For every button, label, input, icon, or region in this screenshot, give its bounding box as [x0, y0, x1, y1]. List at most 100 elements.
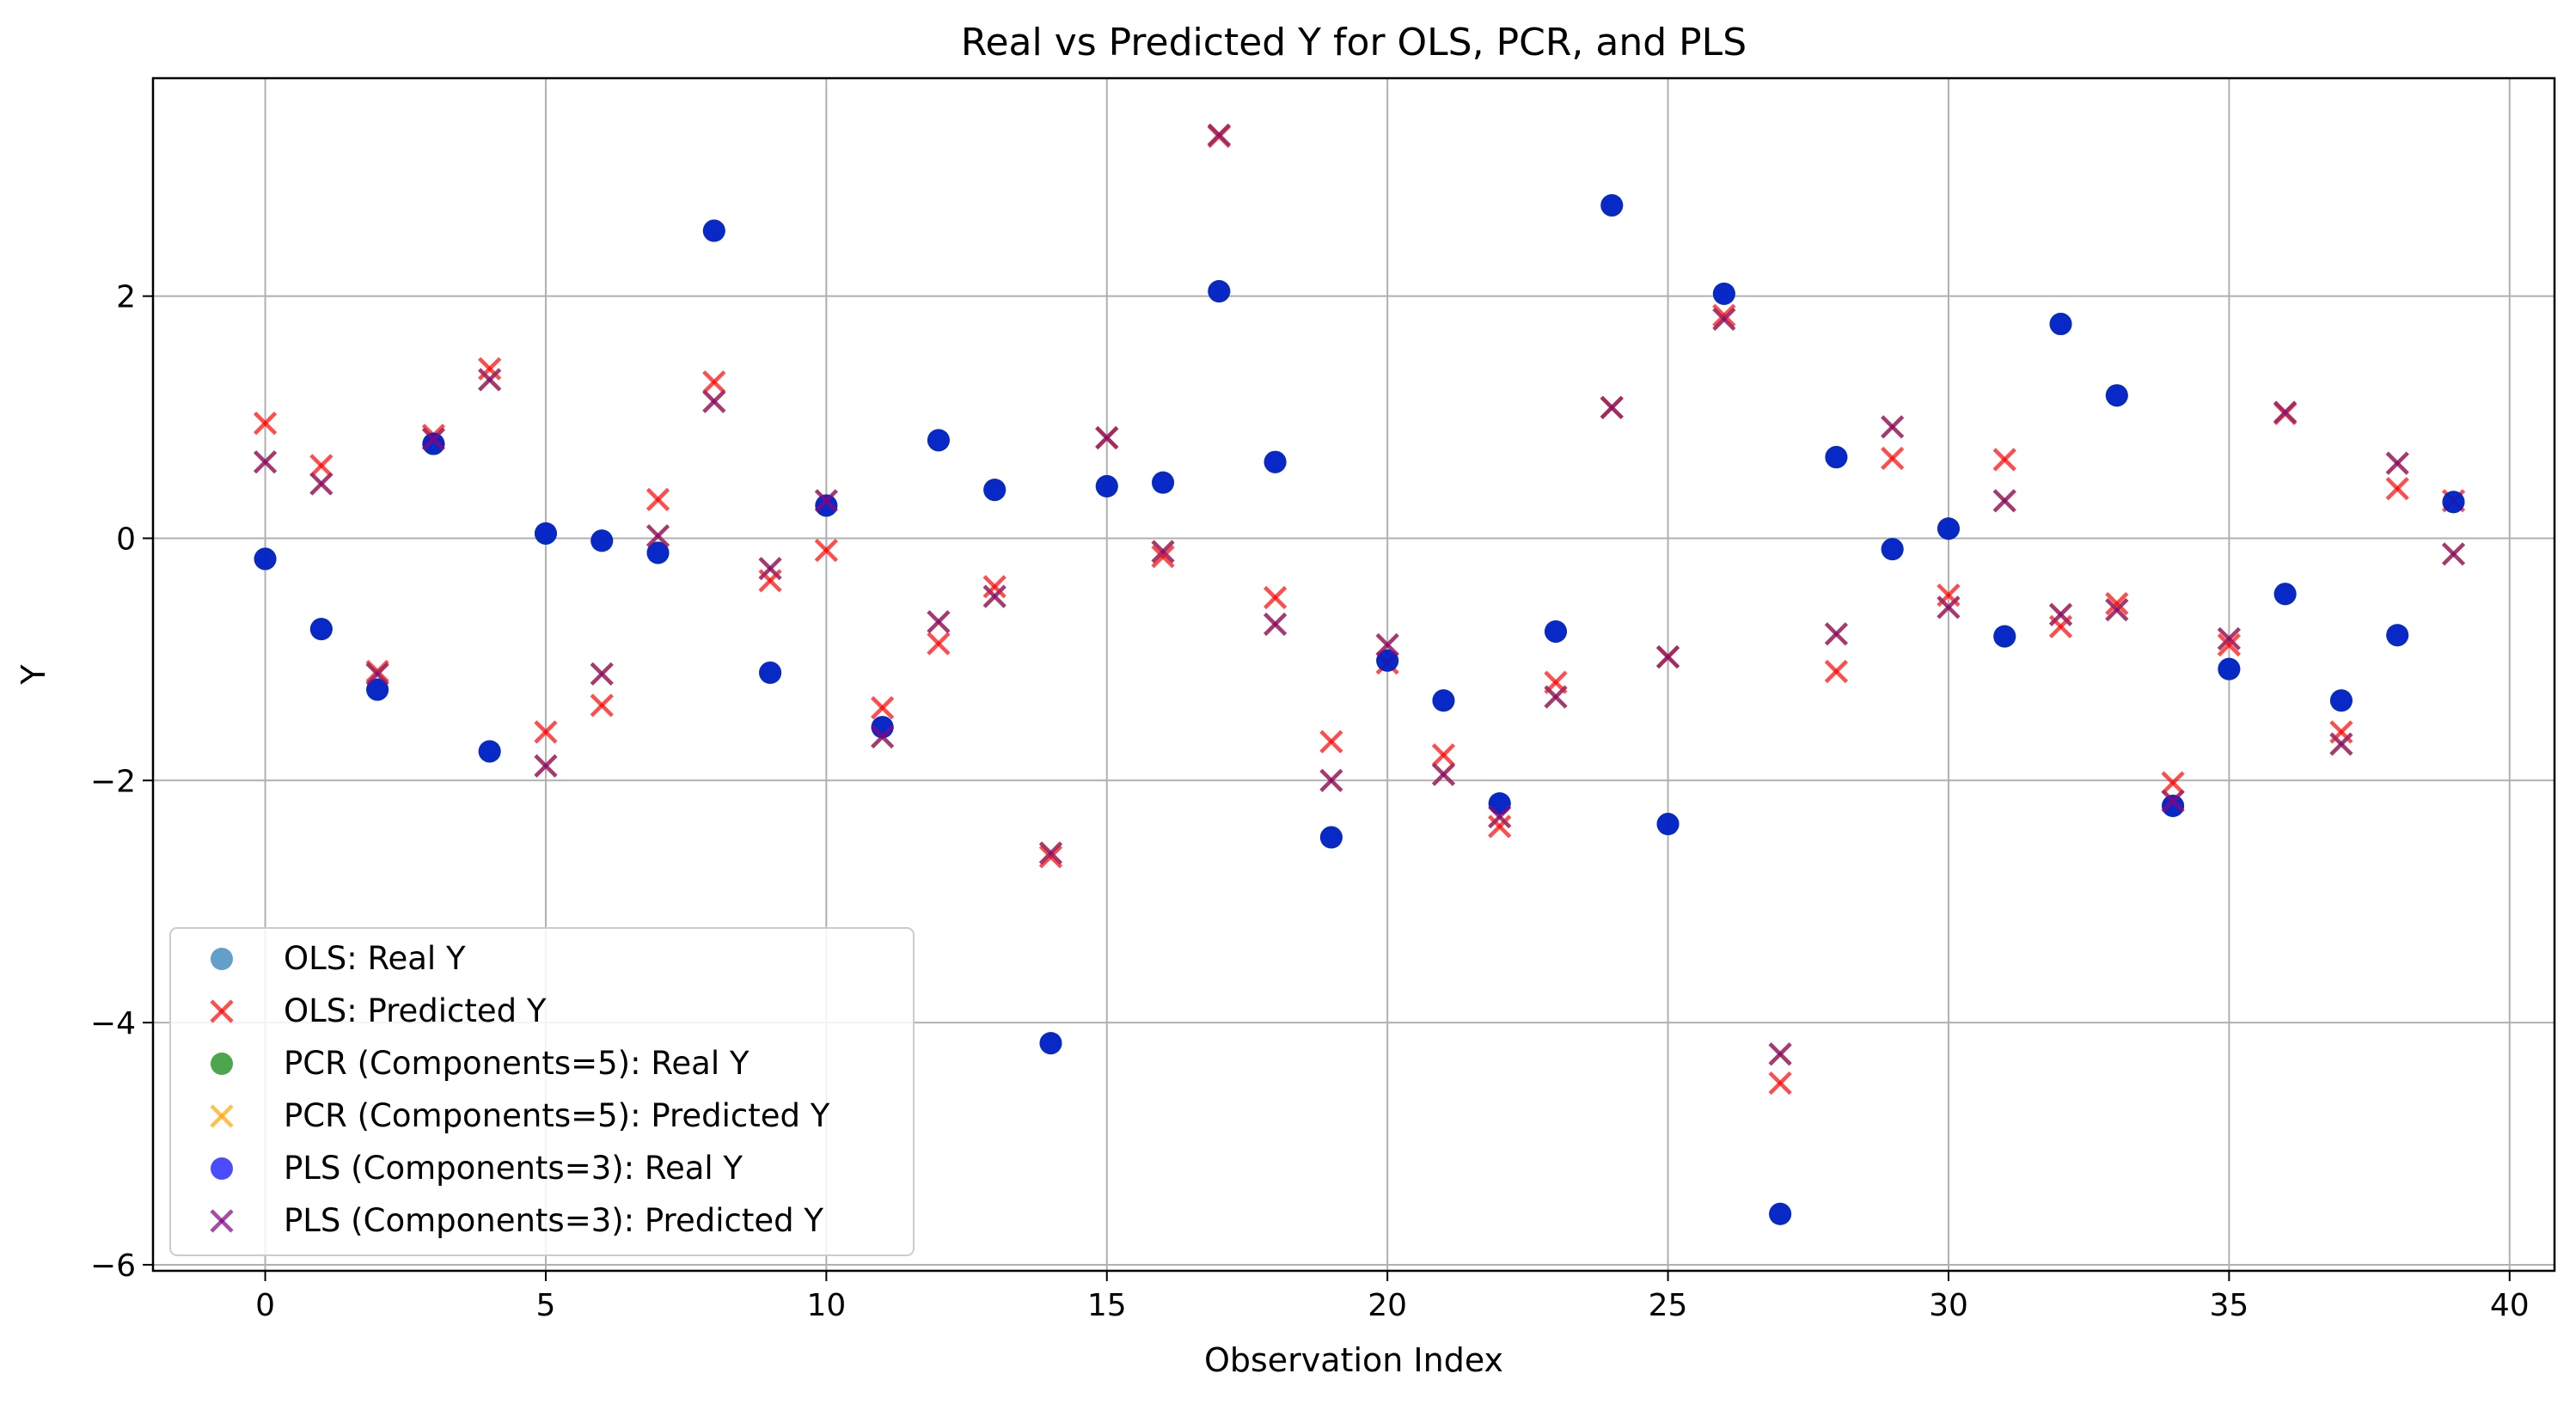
point-pls-predicted: [2273, 400, 2298, 424]
chart-title: Real vs Predicted Y for OLS, PCR, and PL…: [961, 21, 1747, 64]
cross-stroke: [758, 557, 782, 581]
cross-stroke: [1095, 425, 1119, 450]
point-pls-real: [1376, 649, 1399, 672]
cross-stroke: [1768, 1071, 1792, 1096]
cross-stroke: [1712, 307, 1736, 332]
legend-marker-pls-predicted: [210, 1209, 234, 1233]
point-ols-predicted: [1151, 545, 1175, 569]
point-pls-predicted: [2385, 451, 2409, 475]
cross-stroke: [210, 1104, 234, 1128]
point-pls-real: [1095, 474, 1118, 498]
point-pls-predicted: [309, 472, 333, 496]
cross-stroke: [702, 370, 726, 394]
cross-stroke: [1992, 448, 2016, 472]
cross-stroke: [1151, 540, 1175, 564]
x-tick-label: 40: [2490, 1288, 2530, 1323]
point-pls-predicted: [2048, 602, 2073, 626]
point-pls-predicted: [871, 724, 895, 749]
point-pls-predicted: [2329, 732, 2353, 756]
x-axis-ticks: 0 5 10 15 20 25 30 35 40: [255, 1271, 2530, 1323]
point-pls-real: [366, 678, 389, 701]
point-pls-predicted: [1712, 307, 1736, 332]
legend-marker-pcr-predicted: [210, 1104, 234, 1128]
point-ols-predicted: [1488, 815, 1512, 839]
cross-stroke: [309, 472, 333, 496]
point-ols-predicted: [590, 693, 614, 717]
cross-stroke: [871, 696, 895, 720]
point-pls-real: [927, 429, 950, 452]
point-pls-real: [2049, 313, 2072, 336]
point-pls-predicted: [2161, 789, 2185, 813]
cross-stroke: [2161, 771, 2185, 795]
point-pls-real: [815, 494, 838, 517]
point-pls-real: [1264, 450, 1287, 473]
point-pls-predicted: [1264, 612, 1288, 637]
legend-label-pcr-real: PCR (Components=5): Real Y: [284, 1045, 750, 1082]
cross-stroke: [590, 693, 614, 717]
legend-label-pls-real: PLS (Components=3): Real Y: [284, 1150, 743, 1187]
point-ols-predicted: [927, 632, 951, 656]
cross-stroke: [1712, 303, 1736, 327]
point-ols-predicted: [2385, 477, 2409, 501]
cross-stroke: [1488, 815, 1512, 839]
point-pls-predicted: [1319, 768, 1343, 792]
legend-label-pls-predicted: PLS (Components=3): Predicted Y: [284, 1202, 823, 1239]
x-tick-label: 20: [1368, 1288, 1407, 1323]
point-ols-predicted: [646, 487, 670, 511]
x-axis-label: Observation Index: [1204, 1341, 1503, 1379]
point-pls-real: [2442, 491, 2465, 514]
point-pls-predicted: [646, 524, 670, 548]
legend-box: [169, 927, 915, 1256]
point-ols-predicted: [534, 720, 558, 744]
point-pls-real: [534, 522, 557, 545]
cross-stroke: [1488, 804, 1512, 829]
point-pls-predicted: [927, 610, 951, 634]
cross-stroke: [309, 454, 333, 478]
point-pls-predicted: [1207, 123, 1231, 147]
legend-label-ols-predicted: OLS: Predicted Y: [284, 992, 547, 1029]
legend: OLS: Real Y OLS: Predicted Y PCR (Compon…: [169, 927, 915, 1256]
point-pls-real: [2218, 657, 2241, 681]
point-pls-predicted: [253, 450, 278, 474]
point-pls-real: [1208, 280, 1231, 303]
point-pls-real: [1319, 826, 1343, 849]
cross-stroke: [1375, 632, 1399, 657]
point-pls-real: [983, 479, 1007, 502]
cross-stroke: [1319, 768, 1343, 792]
point-ols-predicted: [1264, 585, 1288, 610]
cross-stroke: [253, 450, 278, 474]
point-pls-predicted: [1038, 841, 1063, 865]
cross-stroke: [2273, 400, 2298, 424]
point-pls-predicted: [1600, 395, 1624, 419]
point-pls-predicted: [1431, 762, 1456, 786]
point-pls-real: [1993, 625, 2016, 648]
cross-stroke: [1151, 545, 1175, 569]
cross-stroke: [1207, 123, 1231, 147]
cross-stroke: [534, 754, 558, 778]
point-ols-predicted: [814, 538, 838, 563]
point-ols-predicted: [982, 575, 1007, 599]
legend-marker-ols-real: [211, 948, 233, 970]
cross-stroke: [982, 584, 1007, 608]
point-pls-predicted: [1488, 804, 1512, 829]
cross-stroke: [814, 538, 838, 563]
point-ols-predicted: [2105, 591, 2129, 616]
legend-marker-pcr-real: [211, 1053, 233, 1075]
cross-stroke: [702, 389, 726, 413]
point-ols-predicted: [1712, 303, 1736, 327]
point-pls-real: [1881, 538, 1904, 561]
point-pls-predicted: [1375, 632, 1399, 657]
legend-markers: [210, 948, 234, 1233]
x-tick-label: 0: [255, 1288, 275, 1323]
point-pls-real: [1937, 517, 1960, 540]
point-ols-predicted: [702, 370, 726, 394]
x-tick-label: 25: [1649, 1288, 1688, 1323]
cross-stroke: [646, 524, 670, 548]
point-pls-predicted: [2217, 626, 2241, 651]
point-ols-predicted: [309, 454, 333, 478]
cross-stroke: [2217, 626, 2241, 651]
cross-stroke: [1992, 489, 2016, 513]
cross-stroke: [646, 487, 670, 511]
point-pls-real: [1545, 620, 1568, 643]
